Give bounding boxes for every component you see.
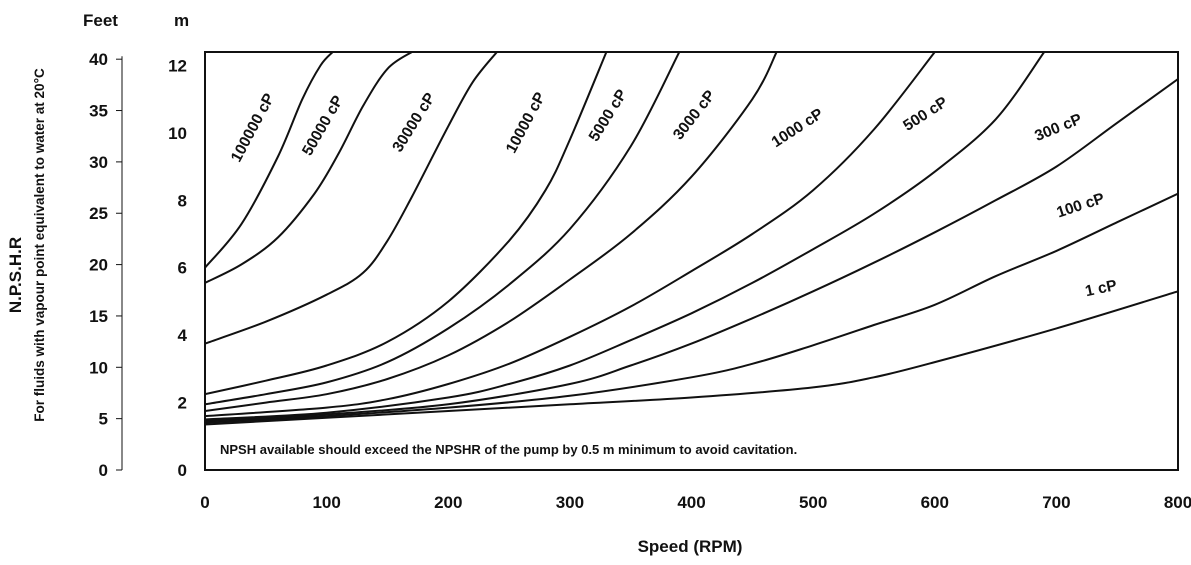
x-axis-title: Speed (RPM) <box>638 537 743 556</box>
curve-5000cp <box>205 52 681 406</box>
curve-1000cp <box>205 52 936 418</box>
x-tick-label: 500 <box>799 493 827 512</box>
y-tick-label-m: 2 <box>178 394 187 413</box>
y-tick-label-m: 12 <box>168 56 187 75</box>
y-unit-feet-label: Feet <box>83 11 118 30</box>
curve-300cp <box>205 78 1178 423</box>
x-tick-label: 600 <box>921 493 949 512</box>
y-unit-m-label: m <box>174 11 189 30</box>
cavitation-note: NPSH available should exceed the NPSHR o… <box>220 442 797 457</box>
x-tick-label: 0 <box>200 493 209 512</box>
y-tick-label-m: 6 <box>178 259 187 278</box>
curve-label-1cp: 1 cP <box>1084 277 1119 300</box>
curve-label-50000cp: 50000 cP <box>299 93 347 159</box>
y-tick-label-feet: 5 <box>99 410 108 429</box>
y-tick-label-feet: 25 <box>89 204 108 223</box>
y-tick-label-feet: 10 <box>89 358 108 377</box>
y-tick-label-m: 8 <box>178 191 187 210</box>
curve-label-3000cp: 3000 cP <box>670 87 719 143</box>
curve-100000cp <box>205 52 334 269</box>
curve-30000cp <box>205 52 498 345</box>
y-tick-label-feet: 40 <box>89 50 108 69</box>
y-tick-label-feet: 0 <box>99 461 108 480</box>
curve-label-30000cp: 30000 cP <box>389 90 439 155</box>
curve-label-100cp: 100 cP <box>1055 190 1107 221</box>
y-tick-label-m: 4 <box>178 326 188 345</box>
y-tick-label-feet: 30 <box>89 153 108 172</box>
curve-label-5000cp: 5000 cP <box>586 87 631 145</box>
curve-label-1000cp: 1000 cP <box>769 105 827 151</box>
y-tick-label-feet: 20 <box>89 256 108 275</box>
y-tick-label-feet: 15 <box>89 307 108 326</box>
x-tick-label: 100 <box>312 493 340 512</box>
x-tick-label: 800 <box>1164 493 1191 512</box>
y-tick-label-m: 10 <box>168 124 187 143</box>
curve-label-500cp: 500 cP <box>900 94 950 135</box>
x-tick-label: 700 <box>1042 493 1070 512</box>
curve-500cp <box>205 52 1046 421</box>
curve-label-100000cp: 100000 cP <box>228 91 278 165</box>
curve-label-10000cp: 10000 cP <box>503 90 549 157</box>
x-tick-label: 400 <box>677 493 705 512</box>
x-tick-label: 200 <box>434 493 462 512</box>
x-tick-label: 300 <box>556 493 584 512</box>
curve-10000cp <box>205 52 608 396</box>
curve-1cp <box>205 290 1178 426</box>
y-tick-label-m: 0 <box>178 461 187 480</box>
curve-100cp <box>205 192 1178 424</box>
y-axis-subtitle: For fluids with vapour point equivalent … <box>32 68 47 422</box>
y-axis-title: N.P.S.H.R <box>6 237 25 313</box>
annotation-background <box>214 434 1024 460</box>
curve-50000cp <box>205 52 413 284</box>
plot-area-frame <box>204 51 1179 471</box>
curve-3000cp <box>205 52 778 412</box>
curve-label-300cp: 300 cP <box>1032 111 1084 145</box>
y-tick-label-feet: 35 <box>89 102 108 121</box>
